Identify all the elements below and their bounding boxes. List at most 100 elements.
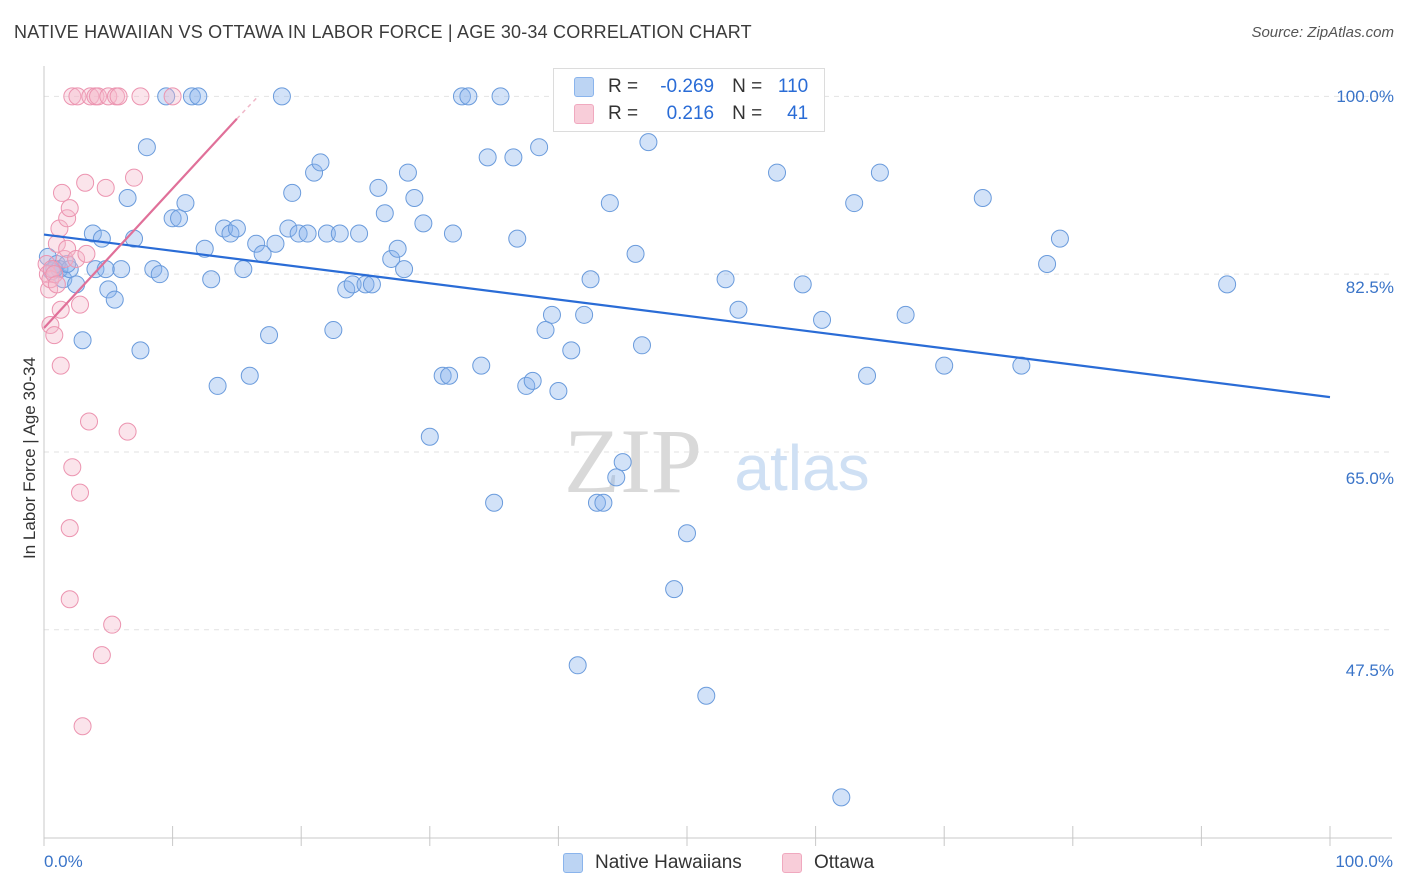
legend-row-native-hawaiians: R = -0.269 N = 110 [574,74,808,100]
data-point-native-hawaiians [92,229,111,248]
trend-line-native-hawaiians [43,233,1331,399]
data-point-native-hawaiians [452,87,471,106]
data-point-ottawa [47,275,66,294]
legend-label-ottawa: Ottawa [814,852,875,873]
data-point-native-hawaiians [832,788,851,807]
data-point-ottawa [63,458,82,477]
data-point-native-hawaiians [272,87,291,106]
legend-item-native-hawaiians[interactable]: Native Hawaiians [563,852,742,874]
y-tick-label: 65.0% [1345,469,1394,488]
data-point-ottawa [60,199,79,218]
watermark-atlas: atlas [734,432,869,504]
r-label: R = [608,76,639,97]
watermark: ZIP atlas [564,410,870,512]
data-point-native-hawaiians [491,87,510,106]
swatch-native-hawaiians [574,77,594,97]
data-point-native-hawaiians [131,341,150,360]
data-point-native-hawaiians [678,524,696,543]
data-point-ottawa [99,87,118,106]
data-point-ottawa [58,239,77,258]
data-point-ottawa [89,87,108,106]
data-point-native-hawaiians [870,163,889,182]
data-point-native-hawaiians [150,265,169,284]
data-point-native-hawaiians [99,280,118,299]
data-point-native-hawaiians [858,366,877,385]
swatch-native-hawaiians [563,853,583,873]
data-point-native-hawaiians [137,138,156,157]
data-point-native-hawaiians [575,305,594,324]
data-point-native-hawaiians [443,224,462,243]
y-tick-label: 47.5% [1345,661,1394,680]
data-point-native-hawaiians [388,239,407,258]
data-point-ottawa [96,178,115,197]
r-label: R = [608,103,639,124]
data-point-native-hawaiians [343,275,362,294]
data-point-ottawa [125,168,144,187]
data-point-native-hawaiians [227,219,246,238]
data-point-native-hawaiians [395,260,414,279]
data-point-native-hawaiians [530,138,549,157]
data-point-ottawa [81,87,100,106]
source-credit: Source: ZipAtlas.com [1251,24,1394,41]
data-point-native-hawaiians [504,148,523,167]
chart-title: NATIVE HAWAIIAN VS OTTAWA IN LABOR FORCE… [14,22,752,42]
legend-label-native-hawaiians: Native Hawaiians [595,852,742,873]
data-point-native-hawaiians [716,270,735,289]
legend-item-ottawa[interactable]: Ottawa [782,852,874,874]
data-point-ottawa [51,356,70,375]
gridlines [44,95,1392,631]
swatch-ottawa [574,104,594,124]
data-point-native-hawaiians [523,371,542,390]
data-point-ottawa [131,87,150,106]
data-point-native-hawaiians [459,87,478,106]
r-value: -0.269 [660,76,715,97]
data-point-ottawa [77,244,96,263]
data-point-ottawa [45,326,64,345]
data-point-native-hawaiians [362,275,381,294]
data-point-native-hawaiians [73,331,92,350]
data-point-native-hawaiians [729,300,748,319]
data-point-native-hawaiians [83,224,102,243]
n-label: N = [732,76,763,97]
swatch-ottawa [782,853,802,873]
data-point-native-hawaiians [845,194,864,213]
series-ottawa [37,87,182,736]
data-point-native-hawaiians [1038,255,1057,274]
data-point-native-hawaiians [626,244,645,263]
data-point-native-hawaiians [311,153,330,172]
data-point-native-hawaiians [485,493,504,512]
data-point-native-hawaiians [289,224,308,243]
data-point-ottawa [53,183,72,202]
series-native-hawaiians [38,87,1237,807]
data-point-native-hawaiians [182,87,201,106]
data-point-native-hawaiians [697,686,716,705]
data-point-ottawa [60,590,79,609]
data-point-native-hawaiians [105,290,124,309]
data-point-native-hawaiians [639,133,658,152]
data-point-native-hawaiians [1218,275,1237,294]
data-point-native-hawaiians [234,260,253,279]
data-point-ottawa [109,87,128,106]
data-point-native-hawaiians [163,209,182,228]
data-point-native-hawaiians [382,249,401,268]
data-point-native-hawaiians [112,260,131,279]
data-point-native-hawaiians [896,305,915,324]
data-point-native-hawaiians [405,188,424,207]
y-axis-label: In Labor Force | Age 30-34 [20,357,39,559]
data-point-ottawa [58,209,77,228]
x-tick-label-min: 0.0% [44,852,83,871]
data-point-native-hawaiians [260,326,279,345]
data-point-ottawa [80,412,99,431]
data-point-native-hawaiians [279,219,298,238]
data-point-native-hawaiians [240,366,259,385]
data-point-native-hawaiians [375,204,394,223]
data-point-native-hawaiians [202,270,221,289]
data-point-native-hawaiians [176,194,195,213]
data-point-native-hawaiians [632,336,651,355]
data-point-native-hawaiians [594,493,613,512]
n-value: 41 [787,103,809,124]
data-point-native-hawaiians [398,163,417,182]
data-point-ottawa [71,483,90,502]
data-point-native-hawaiians [1050,229,1069,248]
